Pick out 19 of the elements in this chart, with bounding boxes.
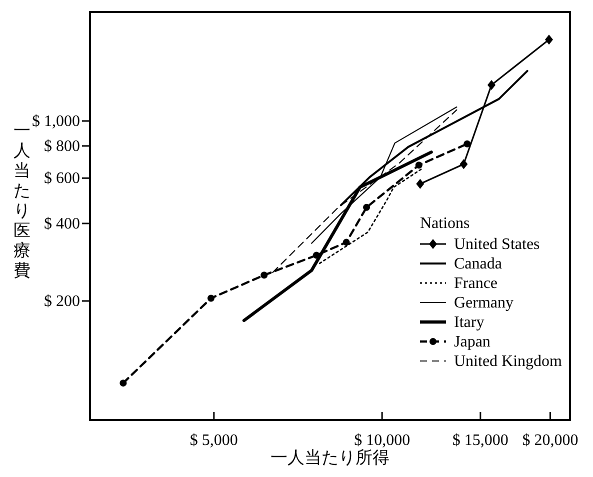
legend-label: United Kingdom <box>454 353 563 370</box>
x-tick-label: $ 5,000 <box>190 432 238 449</box>
y-tick-label: $ 200 <box>44 292 80 310</box>
legend-title: Nations <box>420 215 470 232</box>
y-tick-label: $ 800 <box>44 138 80 155</box>
legend-label: Itary <box>454 314 484 331</box>
legend-label: Canada <box>454 256 502 272</box>
y-tick-label: $ 400 <box>44 215 80 232</box>
x-axis-title: 一人当たり所得 <box>270 448 390 467</box>
y-tick-label: $ 1,000 <box>32 112 80 130</box>
y-tick-label: $ 600 <box>44 170 80 188</box>
x-tick-label: $ 20,000 <box>522 432 578 449</box>
x-tick-label: $ 10,000 <box>354 432 410 449</box>
y-axis-title: 一人当たり医療費 <box>14 121 30 280</box>
legend-label: France <box>454 275 498 292</box>
legend-label: Germany <box>454 294 514 312</box>
legend-label: United States <box>454 236 540 253</box>
x-tick-label: $ 15,000 <box>452 432 508 449</box>
legend-label: Japan <box>454 334 490 350</box>
